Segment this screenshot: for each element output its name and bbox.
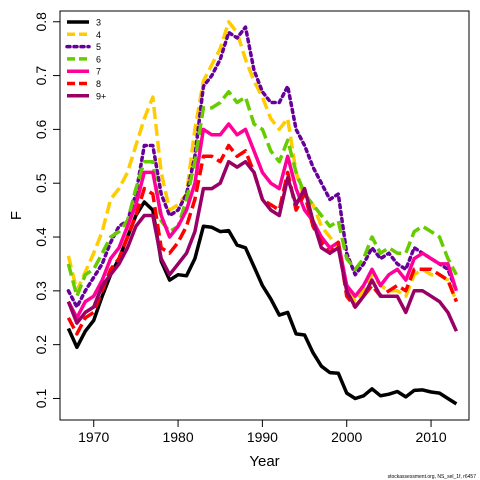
credit-text: stockassessment.org, NS_sel_1f, r6457 (388, 474, 477, 480)
y-tick-label: 0.1 (33, 389, 49, 409)
y-tick-label: 0.7 (33, 66, 49, 86)
series-line-4 (66, 20, 459, 304)
legend-label: 5 (96, 42, 101, 52)
y-tick-label: 0.3 (33, 281, 49, 301)
legend-label: 9+ (96, 91, 106, 101)
x-tick-label: 2000 (331, 429, 362, 445)
series-line-9plus (66, 159, 458, 332)
legend-label: 4 (96, 30, 101, 40)
series-line-6 (66, 89, 458, 298)
y-tick-label: 0.6 (33, 119, 49, 139)
x-tick-label: 1990 (247, 429, 278, 445)
x-tick-label: 1970 (78, 429, 109, 445)
y-tick-label: 0.8 (33, 12, 49, 32)
series-layer (66, 20, 459, 406)
series-line-5 (66, 25, 459, 309)
series-line-7 (66, 122, 459, 320)
legend-label: 7 (96, 67, 101, 77)
plot-frame (59, 10, 470, 421)
legend-label: 6 (96, 54, 101, 64)
x-tick-label: 2010 (415, 429, 446, 445)
y-axis-title: F (8, 211, 25, 220)
legend-label: 8 (96, 79, 101, 89)
y-tick-label: 0.5 (33, 173, 49, 193)
legend: 3 4 5 6 7 8 9+ (65, 18, 106, 101)
y-tick-label: 0.4 (33, 227, 49, 247)
x-axis-title: Year (249, 453, 279, 470)
y-tick-label: 0.2 (33, 335, 49, 355)
y-axis: 0.1 0.2 0.3 0.4 0.5 0.6 0.7 0.8 (33, 12, 60, 408)
legend-label: 3 (96, 18, 101, 28)
x-axis: 1970 1980 1990 2000 2010 (78, 420, 447, 445)
x-tick-label: 1980 (162, 429, 193, 445)
